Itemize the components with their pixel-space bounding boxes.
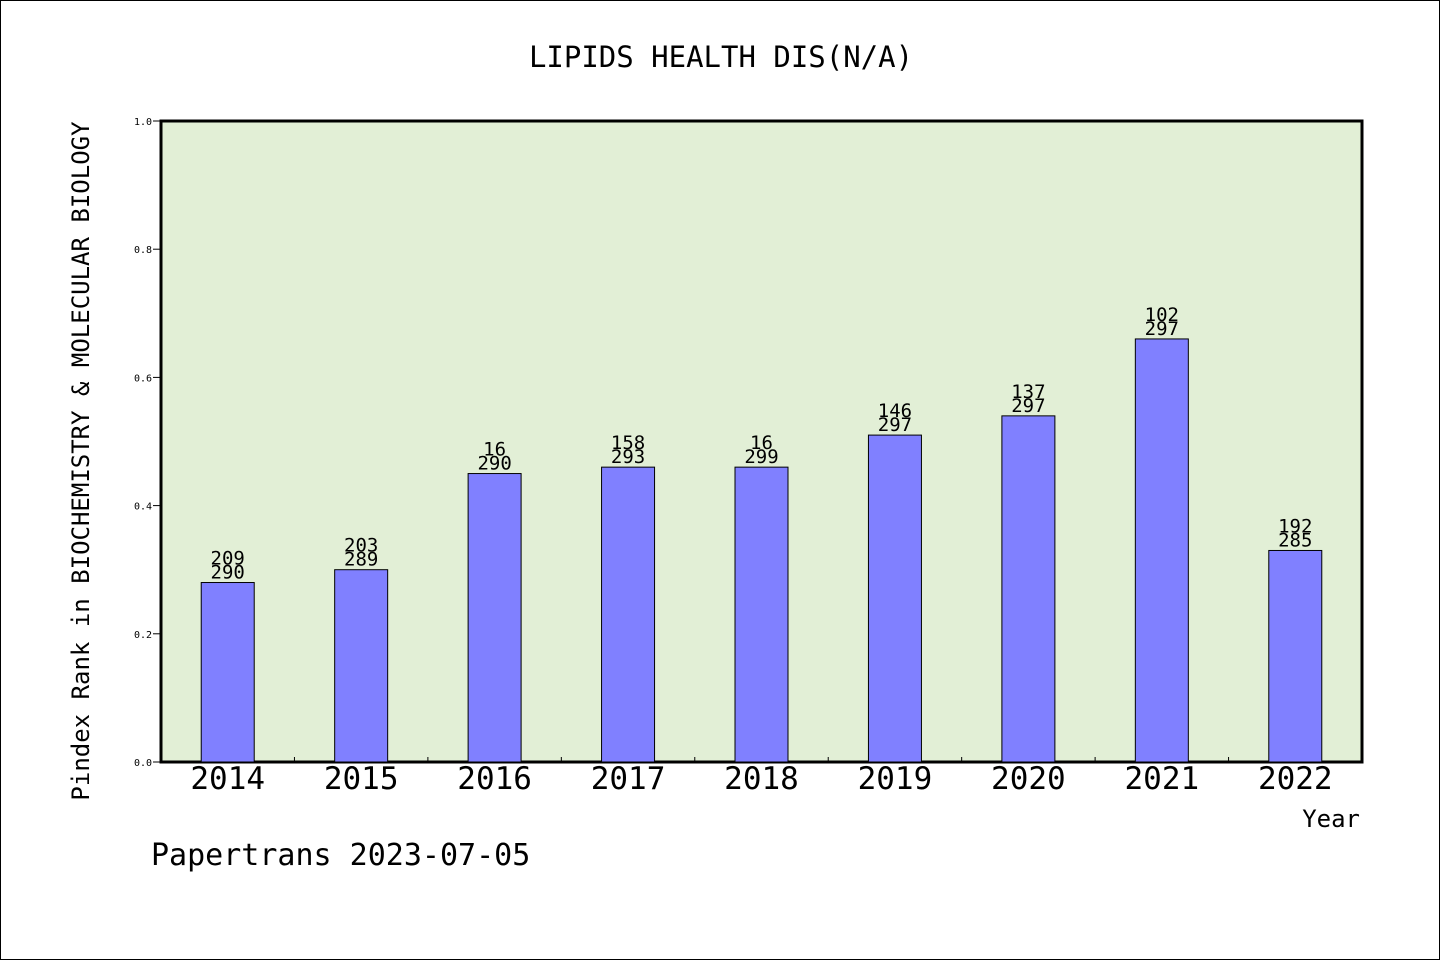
bar-rank-label: 192 <box>1278 515 1312 537</box>
bar-total-label: 299 <box>744 446 778 468</box>
bar-rank-label: 102 <box>1145 304 1179 326</box>
y-tick-label: 0.2 <box>134 630 152 641</box>
bar-total-label: 290 <box>211 562 245 584</box>
y-tick-label: 0.0 <box>134 758 152 769</box>
bar-total-label: 285 <box>1278 529 1312 551</box>
bar-total-label: 297 <box>1011 395 1045 417</box>
bar-2022 <box>1268 549 1323 763</box>
x-tick-label: 2017 <box>591 761 666 797</box>
bar-total-label: 297 <box>1145 318 1179 340</box>
bar-total-label: 297 <box>878 414 912 436</box>
bar-total-label: 289 <box>344 549 378 571</box>
bar-rank-label: 203 <box>344 535 378 557</box>
y-tick-label: 1.0 <box>134 117 152 128</box>
x-tick-label: 2022 <box>1258 761 1333 797</box>
bar-2016 <box>467 473 522 763</box>
bar-2017 <box>601 466 656 763</box>
bar-2018 <box>734 466 789 763</box>
x-tick-label: 2019 <box>858 761 933 797</box>
bar-rank-label: 16 <box>750 432 773 454</box>
x-tick-label: 2014 <box>190 761 265 797</box>
bar-rank-label: 209 <box>211 548 245 570</box>
x-tick-label: 2016 <box>457 761 532 797</box>
bars-layer: 2092902032891629015829316299146297137297… <box>200 304 1323 763</box>
y-tick-label: 0.6 <box>134 373 152 384</box>
x-tick-label: 2018 <box>724 761 799 797</box>
bar-2014 <box>200 582 255 763</box>
x-tick-label: 2015 <box>324 761 399 797</box>
bar-2015 <box>334 569 389 763</box>
x-tick-label: 2021 <box>1125 761 1200 797</box>
y-tick-label: 0.4 <box>134 502 152 513</box>
bar-2021 <box>1134 338 1189 763</box>
footer-credit: Papertrans 2023-07-05 <box>151 838 530 873</box>
bar-total-label: 290 <box>477 453 511 475</box>
bar-total-label: 293 <box>611 446 645 468</box>
x-tick-label: 2020 <box>991 761 1066 797</box>
bar-rank-label: 146 <box>878 400 912 422</box>
x-axis-label: Year <box>1302 805 1360 833</box>
y-axis: 0.0 0.2 0.4 0.6 0.8 1.0 <box>134 117 161 769</box>
y-axis-label: Pindex Rank in BIOCHEMISTRY & MOLECULAR … <box>67 121 95 801</box>
bar-2019 <box>867 434 922 763</box>
x-axis: 2014 2015 2016 2017 2018 2019 2020 2021 2022 <box>190 757 1333 797</box>
bar-rank-label: 137 <box>1011 381 1045 403</box>
chart-title: LIPIDS HEALTH DIS(N/A) <box>529 40 913 74</box>
bar-rank-label: 158 <box>611 432 645 454</box>
bar-2020 <box>1001 415 1056 763</box>
bar-rank-label: 16 <box>483 439 506 461</box>
y-tick-label: 0.8 <box>134 245 152 256</box>
